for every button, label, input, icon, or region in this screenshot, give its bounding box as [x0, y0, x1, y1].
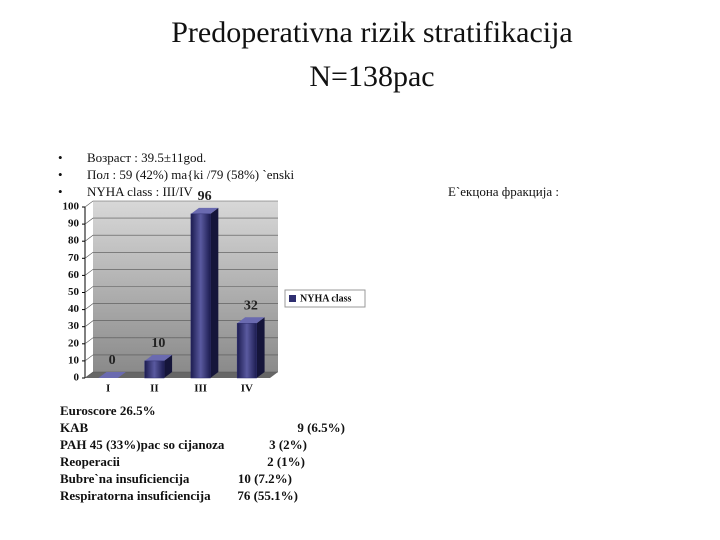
legend-box [284, 289, 366, 308]
floor [85, 372, 278, 378]
y-tick-label: 70 [68, 252, 80, 264]
y-tick-label: 20 [68, 337, 80, 349]
x-tick-label: III [194, 383, 207, 395]
y-tick-label: 90 [68, 218, 80, 230]
bar-side [164, 354, 173, 378]
y-tick-label: 100 [63, 201, 80, 213]
bar-top [98, 372, 126, 378]
y-tick-label: 80 [68, 235, 80, 247]
data-label: 10 [151, 336, 165, 351]
detail-value: 2 (1%) [267, 454, 305, 469]
data-label: 32 [244, 298, 258, 313]
y-tick-label: 30 [68, 320, 80, 332]
y-tick-label: 40 [68, 303, 80, 315]
y-tick-label: 10 [68, 354, 80, 366]
legend-swatch [289, 295, 296, 302]
x-tick-label: II [150, 383, 159, 395]
y-tick-label: 50 [68, 286, 80, 298]
bar-side [256, 317, 265, 378]
y-tick-label: 60 [68, 269, 80, 281]
bullet-text: Возраст : 39.5±11god. [87, 150, 206, 165]
bar-top [144, 354, 173, 361]
legend-label: NYHA class [300, 293, 352, 304]
bullet-dot: • [58, 184, 63, 199]
detail-label: PAH 45 (33%)pac so cijanoza [60, 437, 225, 452]
detail-label: Euroscore 26.5% [60, 403, 156, 418]
x-tick-label: I [106, 383, 110, 395]
detail-value: 9 (6.5%) [297, 420, 345, 435]
data-label: 96 [198, 189, 212, 204]
detail-label: Reoperacii [60, 454, 120, 469]
y-tick-label: 0 [74, 372, 80, 384]
detail-value: 76 (55.1%) [237, 488, 298, 503]
detail-label: Respiratorna insuficiencija [60, 488, 211, 503]
bar [144, 360, 165, 379]
subtitle: N=138pac [309, 60, 434, 93]
title: Predoperativna rizik stratifikacija [171, 16, 573, 49]
bar-top [237, 317, 265, 324]
bullet-text: Пол : 59 (42%) ma{ki /79 (58%) `enski [87, 167, 295, 182]
bar-side [210, 207, 219, 378]
detail-label: KAB [60, 420, 89, 435]
bullet-dot: • [58, 150, 63, 165]
x-tick-label: IV [241, 383, 253, 395]
bar [236, 323, 257, 379]
data-label: 0 [109, 353, 116, 368]
detail-value: 10 (7.2%) [238, 471, 292, 486]
bullet-dot: • [58, 167, 63, 182]
bar [190, 213, 211, 379]
bullet-text: NYHA class : III/IV [87, 184, 193, 199]
detail-label: Bubre`na insuficiencija [60, 471, 190, 486]
detail-value: 3 (2%) [269, 437, 307, 452]
bar-top [190, 207, 219, 214]
grid-line [84, 200, 278, 208]
right-text: E`екцона фракција : [448, 184, 559, 199]
